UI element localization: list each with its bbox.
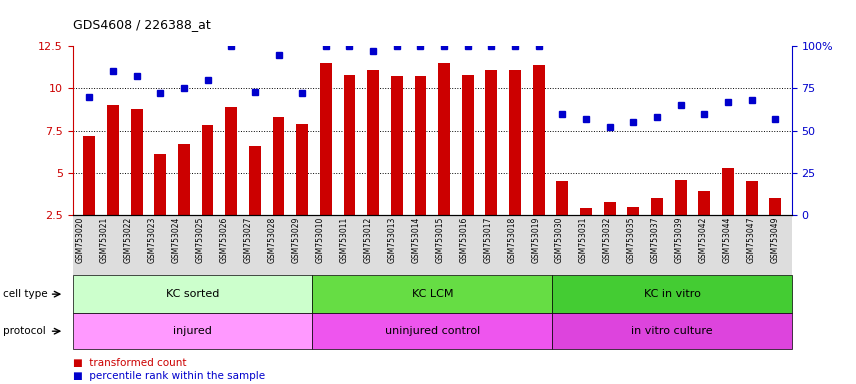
Bar [603,202,615,215]
Bar [532,65,544,215]
Text: GSM753013: GSM753013 [387,217,396,263]
Text: KC in vitro: KC in vitro [644,289,700,299]
Text: GSM753011: GSM753011 [339,217,348,263]
Text: GSM753015: GSM753015 [435,217,444,263]
Text: GSM753012: GSM753012 [363,217,372,263]
Text: GSM753010: GSM753010 [315,217,324,263]
Text: GSM753024: GSM753024 [171,217,181,263]
Bar [509,70,521,215]
Text: GSM753047: GSM753047 [746,217,756,263]
Bar [272,117,284,215]
Bar [414,76,426,215]
Text: GSM753026: GSM753026 [219,217,229,263]
Text: GSM753014: GSM753014 [411,217,420,263]
Bar [249,146,261,215]
Bar [698,191,710,215]
Text: GDS4608 / 226388_at: GDS4608 / 226388_at [73,18,211,31]
Bar [391,76,402,215]
Bar [438,63,450,215]
Bar [178,144,190,215]
Bar [154,154,166,215]
Bar [320,63,332,215]
Bar [83,136,95,215]
Text: GSM753049: GSM753049 [770,217,780,263]
Bar [580,208,592,215]
Text: GSM753032: GSM753032 [603,217,612,263]
Text: injured: injured [173,326,212,336]
Text: KC sorted: KC sorted [166,289,219,299]
Bar [367,70,379,215]
Text: GSM753021: GSM753021 [99,217,109,263]
Text: GSM753017: GSM753017 [483,217,492,263]
Text: GSM753022: GSM753022 [123,217,133,263]
Text: GSM753023: GSM753023 [147,217,157,263]
Bar [746,181,758,215]
Text: protocol: protocol [3,326,45,336]
Text: ■  transformed count: ■ transformed count [73,358,187,368]
Bar [296,124,308,215]
Bar [627,207,639,215]
Bar [556,181,568,215]
Text: GSM753031: GSM753031 [579,217,588,263]
Bar [462,75,473,215]
Text: GSM753037: GSM753037 [651,217,660,263]
Text: KC LCM: KC LCM [412,289,453,299]
Text: GSM753039: GSM753039 [675,217,684,263]
Text: GSM753029: GSM753029 [291,217,300,263]
Text: GSM753027: GSM753027 [243,217,253,263]
Bar [131,109,143,215]
Bar [202,126,213,215]
Text: uninjured control: uninjured control [384,326,480,336]
Text: GSM753035: GSM753035 [627,217,636,263]
Text: in vitro culture: in vitro culture [631,326,713,336]
Text: GSM753019: GSM753019 [531,217,540,263]
Bar [107,105,119,215]
Text: GSM753025: GSM753025 [195,217,205,263]
Text: GSM753018: GSM753018 [507,217,516,263]
Bar [651,198,663,215]
Text: GSM753044: GSM753044 [722,217,732,263]
Bar [485,70,497,215]
Bar [722,168,734,215]
Bar [770,198,782,215]
Text: ■  percentile rank within the sample: ■ percentile rank within the sample [73,371,265,381]
Text: GSM753042: GSM753042 [698,217,708,263]
Text: GSM753020: GSM753020 [75,217,85,263]
Text: GSM753030: GSM753030 [555,217,564,263]
Bar [343,75,355,215]
Bar [225,107,237,215]
Text: GSM753016: GSM753016 [459,217,468,263]
Text: GSM753028: GSM753028 [267,217,276,263]
Text: cell type: cell type [3,289,47,299]
Bar [675,180,687,215]
